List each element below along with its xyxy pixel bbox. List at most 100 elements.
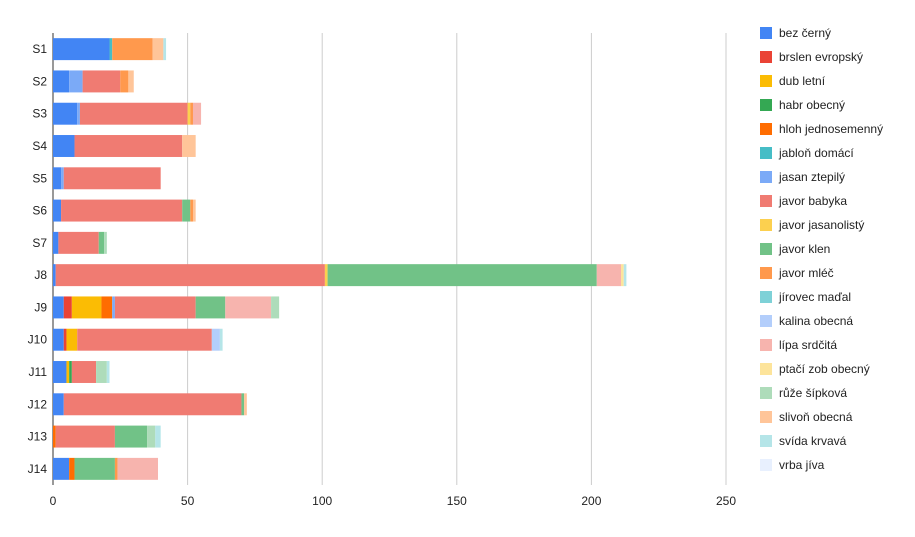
legend-swatch <box>760 459 772 471</box>
legend-label: svída krvavá <box>779 434 847 448</box>
bar-segment <box>152 38 164 61</box>
legend-label: hloh jednosemenný <box>779 122 883 136</box>
y-tick-label: S2 <box>32 74 47 88</box>
bar-segment <box>271 296 280 319</box>
legend-label: ptačí zob obecný <box>779 362 870 376</box>
bar-segment <box>155 425 161 448</box>
bar-segment <box>241 393 245 416</box>
bar-segment <box>55 425 115 448</box>
bar-segment <box>69 70 83 93</box>
bar-segment <box>63 167 161 190</box>
legend-label: habr obecný <box>779 98 845 112</box>
bar-segment <box>58 231 99 254</box>
x-tick-label: 150 <box>447 494 467 508</box>
bar-segment <box>211 328 220 351</box>
bar-segment <box>53 328 64 351</box>
bar-segment <box>98 231 105 254</box>
bar-segment <box>327 264 597 287</box>
legend-swatch <box>760 411 772 423</box>
bar-segment <box>225 296 272 319</box>
legend-swatch <box>760 195 772 207</box>
bar-segment <box>71 296 102 319</box>
legend-swatch <box>760 243 772 255</box>
bar-segment <box>61 167 64 190</box>
x-tick-label: 250 <box>716 494 736 508</box>
bar-segment <box>187 102 191 125</box>
legend-swatch <box>760 123 772 135</box>
bar-segment <box>244 393 247 416</box>
bar-segment <box>53 135 75 157</box>
y-tick-label: J13 <box>28 430 48 444</box>
bar-segment <box>63 296 72 319</box>
legend-label: jabloň domácí <box>778 146 854 160</box>
y-tick-label: J8 <box>34 268 47 282</box>
bar-segment <box>53 425 56 448</box>
legend-label: javor klen <box>778 242 830 256</box>
legend-swatch <box>760 27 772 39</box>
bar-segment <box>66 328 78 351</box>
bar-segment <box>55 264 325 287</box>
legend-label: dub letní <box>779 74 826 88</box>
bar-segment <box>190 199 193 222</box>
bar-segment <box>195 296 226 319</box>
legend-label: slivoň obecná <box>779 410 853 424</box>
legend-label: kalina obecná <box>779 314 853 328</box>
bar-segment <box>63 328 67 351</box>
bar-segment <box>219 328 223 351</box>
y-tick-label: J12 <box>28 397 48 411</box>
bar-segment <box>53 102 78 125</box>
bar-segment <box>106 361 110 383</box>
legend-label: brslen evropský <box>779 50 863 64</box>
legend-label: lípa srdčitá <box>779 338 837 352</box>
bar-segment <box>192 199 196 222</box>
bar-segment <box>61 199 183 222</box>
y-tick-label: J10 <box>28 333 48 347</box>
bar-segment <box>53 296 64 319</box>
bar-segment <box>63 393 242 416</box>
legend-swatch <box>760 267 772 279</box>
bar-segment <box>112 296 115 319</box>
bar-segment <box>324 264 328 287</box>
bar-segment <box>69 361 72 383</box>
x-tick-label: 0 <box>50 494 57 508</box>
bar-segment <box>53 231 59 254</box>
bar-segment <box>101 296 113 319</box>
bar-segment <box>53 199 62 222</box>
legend-swatch <box>760 171 772 183</box>
bar-segment <box>182 199 191 222</box>
legend-swatch <box>760 99 772 111</box>
legend-label: jírovec maďal <box>778 290 851 304</box>
bar-segment <box>53 264 56 287</box>
bar-segment <box>163 38 167 61</box>
y-tick-label: J11 <box>29 365 48 379</box>
legend-swatch <box>760 147 772 159</box>
legend-swatch <box>760 363 772 375</box>
bar-segment <box>69 457 75 480</box>
legend-label: vrba jíva <box>779 458 825 472</box>
legend-swatch <box>760 387 772 399</box>
bar-segment <box>74 457 115 480</box>
bar-segment <box>53 167 62 190</box>
legend-swatch <box>760 51 772 63</box>
y-tick-label: S6 <box>32 204 47 218</box>
x-tick-label: 200 <box>581 494 601 508</box>
bar-segment <box>147 425 156 448</box>
bar-segment <box>79 102 188 125</box>
bar-segment <box>53 361 67 383</box>
bar-segment <box>192 102 202 125</box>
y-tick-label: J9 <box>34 300 47 314</box>
bar-segment <box>120 70 129 93</box>
bar-segment <box>71 361 97 383</box>
legend-swatch <box>760 219 772 231</box>
bar-segment <box>190 102 193 125</box>
legend-label: javor mléč <box>778 266 834 280</box>
legend-swatch <box>760 435 772 447</box>
bar-segment <box>117 457 158 480</box>
y-tick-label: S1 <box>32 42 47 56</box>
y-tick-label: S3 <box>32 107 47 121</box>
bar-segment <box>74 135 183 157</box>
bar-segment <box>53 457 70 480</box>
bar-segment <box>104 231 107 254</box>
